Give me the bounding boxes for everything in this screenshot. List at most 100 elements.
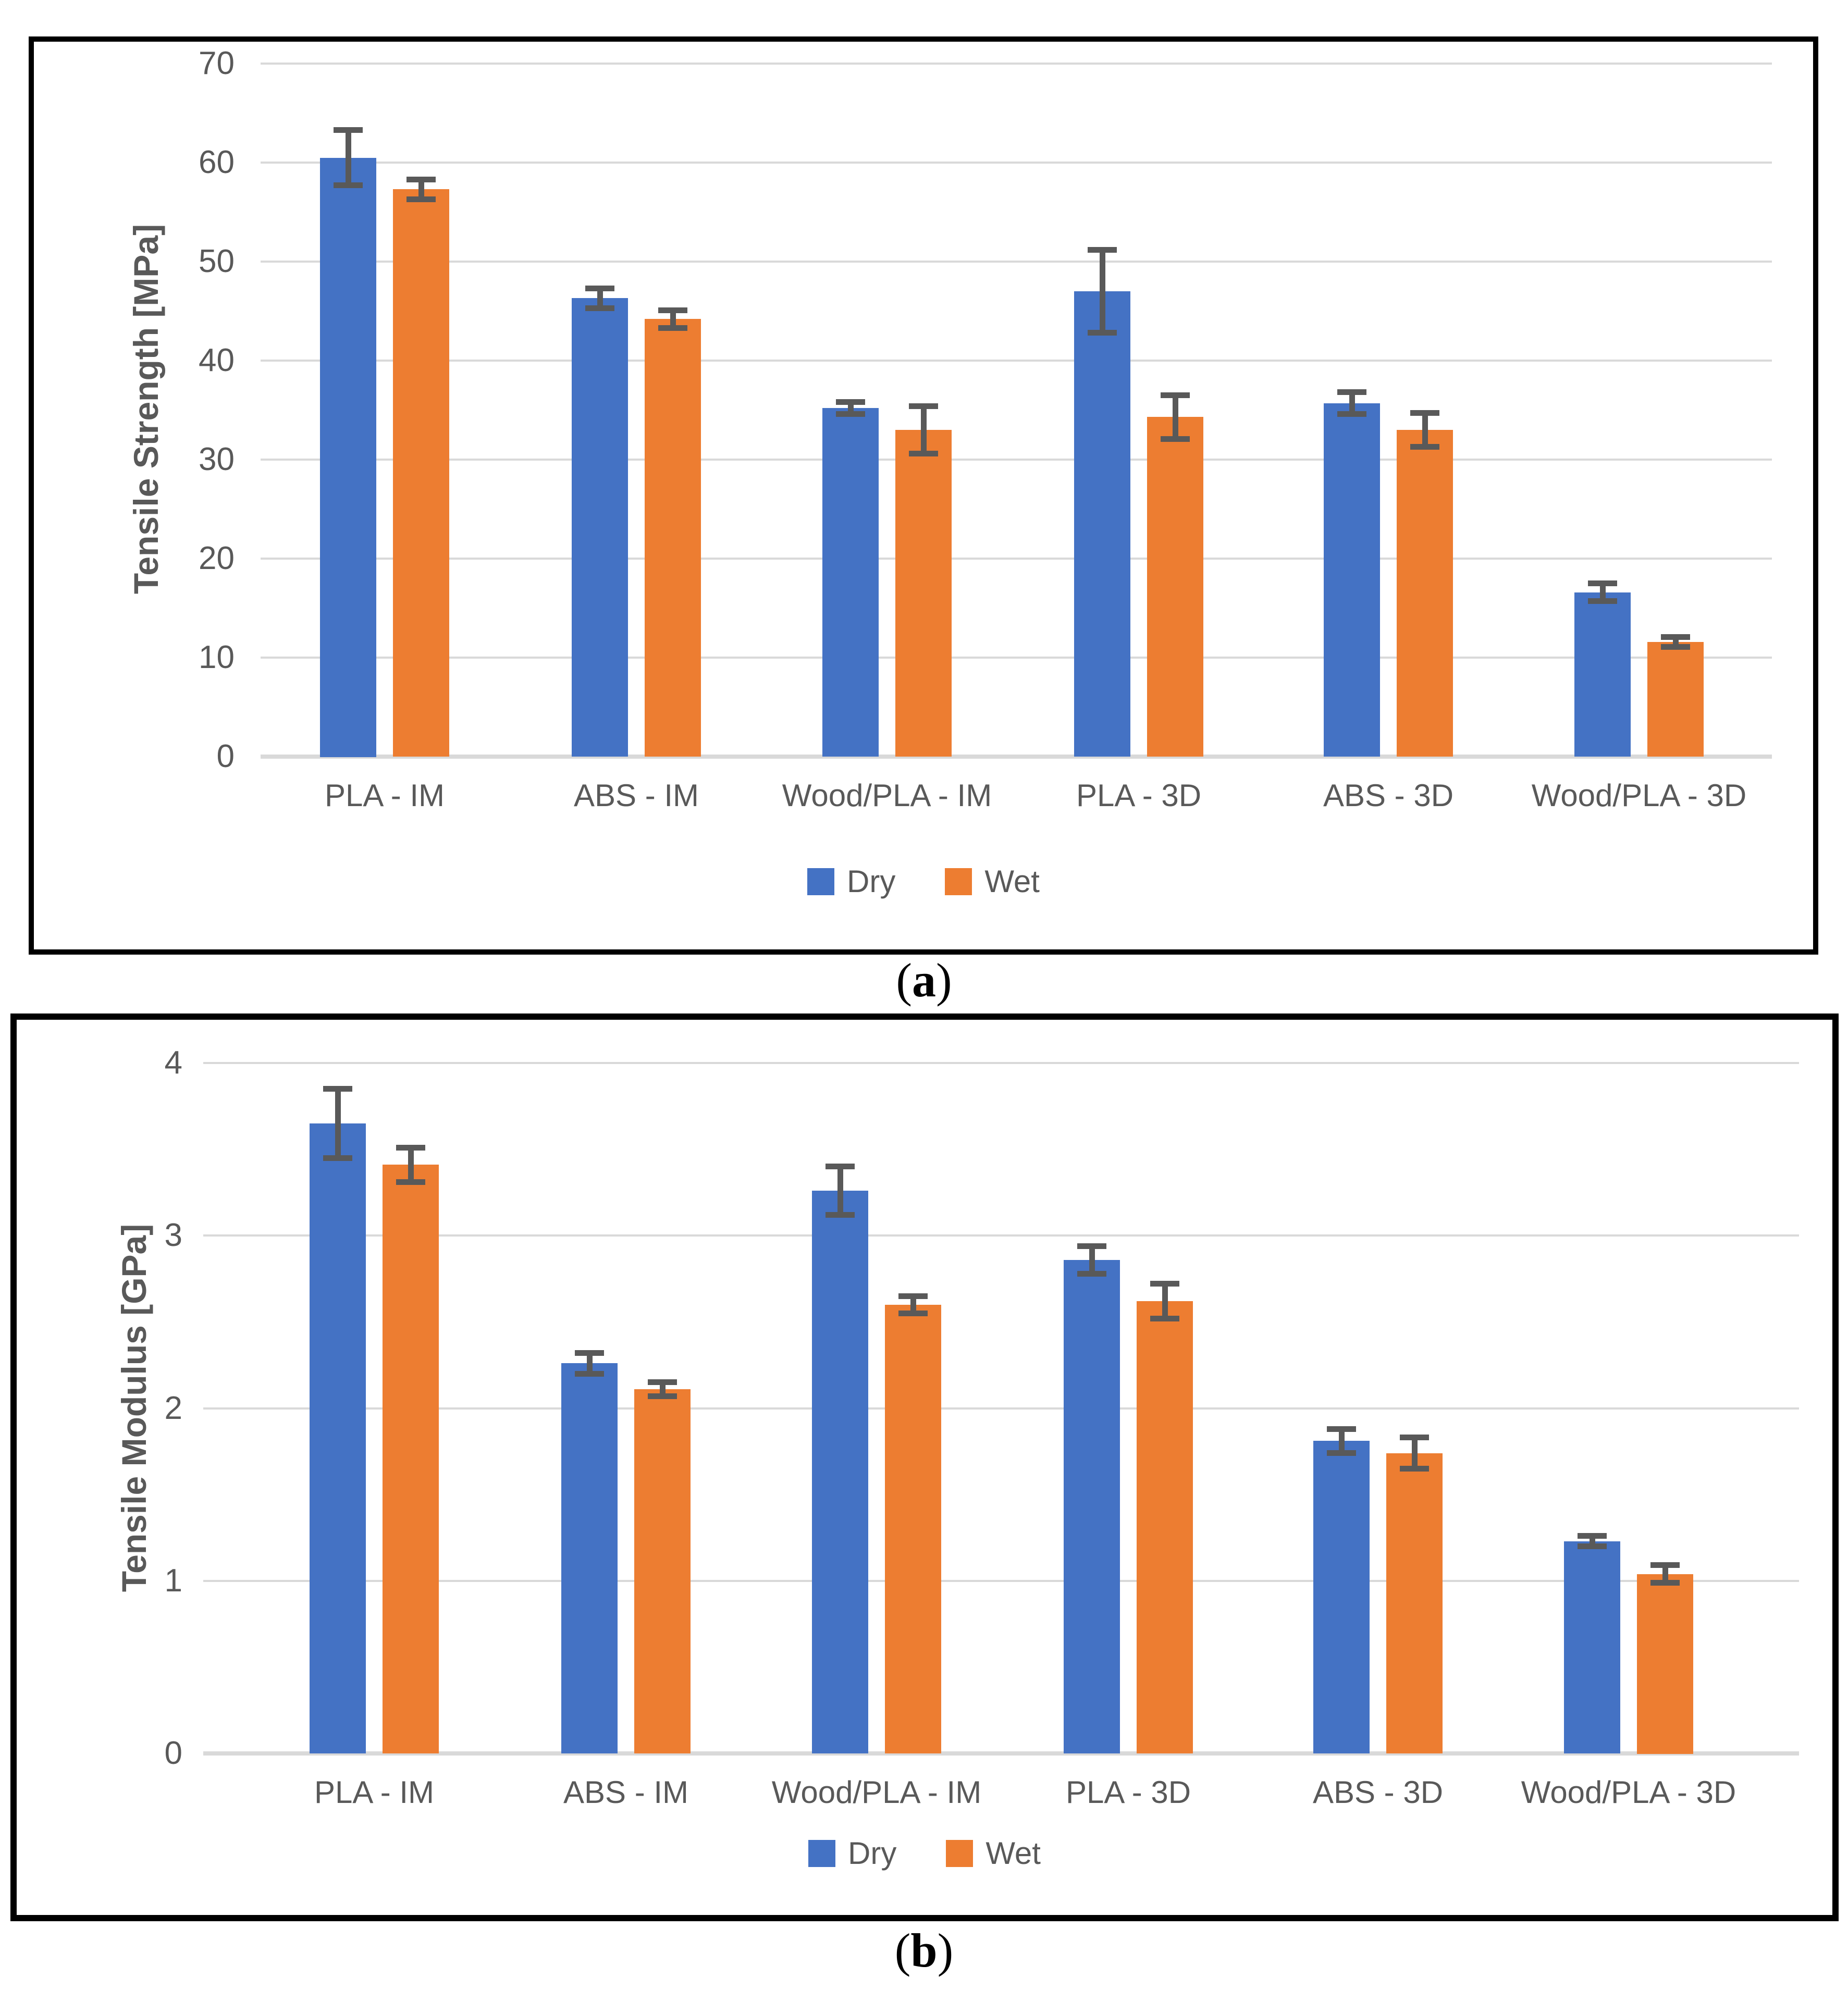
error-bar-dry-4 <box>1339 1429 1345 1453</box>
caption-b: (b) <box>0 1923 1848 1978</box>
gridline-20 <box>261 558 1772 560</box>
error-cap-bottom-wet-4 <box>1400 1466 1429 1472</box>
error-bar-dry-3 <box>1100 250 1105 333</box>
gridline-1 <box>203 1580 1799 1582</box>
error-cap-bottom-wet-3 <box>1161 436 1190 442</box>
legend-b: Dry Wet <box>17 1837 1832 1870</box>
legend-label-dry: Dry <box>847 864 896 899</box>
bar-dry-4 <box>1324 403 1380 757</box>
caption-a-letter: a <box>912 954 936 1007</box>
dry-legend-swatch <box>808 1840 836 1867</box>
y-tick-label-40: 40 <box>199 342 235 378</box>
error-cap-bottom-wet-2 <box>909 451 938 456</box>
bar-wet-2 <box>885 1305 941 1753</box>
bar-wet-3 <box>1137 1301 1193 1753</box>
error-cap-bottom-dry-1 <box>585 305 614 311</box>
y-tick-label-30: 30 <box>199 441 235 477</box>
category-label-5: Wood/PLA - 3D <box>1531 778 1747 813</box>
error-bar-dry-3 <box>1089 1246 1095 1274</box>
error-bar-wet-5 <box>1673 637 1679 647</box>
category-label-4: ABS - 3D <box>1312 1775 1444 1810</box>
error-cap-bottom-wet-2 <box>898 1311 928 1316</box>
error-cap-bottom-dry-1 <box>575 1371 604 1377</box>
caption-a-open: ( <box>896 954 912 1007</box>
y-tick-label-1: 1 <box>164 1563 182 1599</box>
bar-wet-0 <box>383 1165 439 1753</box>
error-cap-top-dry-0 <box>323 1086 352 1092</box>
category-label-3: PLA - 3D <box>1065 1775 1191 1810</box>
bar-dry-3 <box>1074 291 1130 757</box>
wet-legend-swatch <box>946 1840 974 1867</box>
error-cap-top-dry-3 <box>1088 247 1117 253</box>
gridline-40 <box>261 360 1772 362</box>
error-bar-dry-1 <box>597 288 603 308</box>
wet-legend-swatch <box>945 868 972 895</box>
gridline-3 <box>203 1234 1799 1237</box>
y-tick-label-4: 4 <box>164 1045 182 1081</box>
error-cap-bottom-wet-1 <box>648 1393 677 1399</box>
error-cap-top-wet-5 <box>1661 634 1690 640</box>
error-bar-dry-1 <box>587 1353 593 1374</box>
gridline-70 <box>261 63 1772 65</box>
error-cap-top-wet-5 <box>1650 1562 1680 1568</box>
y-tick-label-2: 2 <box>164 1390 182 1426</box>
error-bar-wet-4 <box>1412 1438 1418 1469</box>
chart-a-box: Tensile Strength [MPa] 0 10 20 30 40 50 60 70 PL… <box>29 36 1818 955</box>
error-cap-bottom-dry-4 <box>1327 1450 1356 1456</box>
error-cap-bottom-wet-3 <box>1150 1316 1179 1321</box>
y-tick-label-3: 3 <box>164 1217 182 1253</box>
error-bar-dry-5 <box>1590 1536 1595 1547</box>
error-bar-wet-3 <box>1173 395 1178 439</box>
plot-area-tensile-modulus: 0 1 2 3 4 PLA - IM ABS - IM Wood/PLA - IM PLA - … <box>17 1020 1832 1915</box>
error-cap-top-wet-3 <box>1150 1281 1179 1287</box>
caption-a-close: ) <box>936 954 952 1007</box>
bar-dry-1 <box>572 298 628 757</box>
category-label-0: PLA - IM <box>314 1775 435 1810</box>
error-cap-top-wet-4 <box>1410 410 1439 416</box>
category-label-2: Wood/PLA - IM <box>771 1775 982 1810</box>
error-cap-top-wet-2 <box>898 1293 928 1299</box>
category-label-1: ABS - IM <box>573 778 699 813</box>
error-cap-top-wet-0 <box>406 177 436 182</box>
bar-dry-0 <box>320 158 376 757</box>
bar-dry-5 <box>1564 1541 1620 1753</box>
error-cap-top-wet-1 <box>658 307 687 313</box>
bar-dry-3 <box>1064 1260 1120 1753</box>
error-bar-dry-2 <box>848 402 854 414</box>
error-cap-bottom-wet-5 <box>1650 1580 1680 1586</box>
error-bar-wet-5 <box>1662 1565 1668 1583</box>
legend-item-dry: Dry <box>808 1837 896 1870</box>
bar-wet-0 <box>393 189 449 757</box>
bar-wet-1 <box>634 1389 691 1753</box>
dry-legend-swatch <box>807 868 835 895</box>
y-tick-label-50: 50 <box>199 243 235 279</box>
bar-wet-1 <box>645 319 701 757</box>
caption-b-open: ( <box>894 1924 911 1977</box>
category-label-1: ABS - IM <box>563 1775 689 1810</box>
error-cap-bottom-dry-2 <box>826 1212 855 1218</box>
error-cap-top-wet-0 <box>396 1145 425 1151</box>
gridline-50 <box>261 261 1772 263</box>
error-cap-top-wet-4 <box>1400 1435 1429 1440</box>
bar-wet-3 <box>1147 417 1203 757</box>
gridline-4 <box>203 1062 1799 1064</box>
error-bar-wet-1 <box>670 310 676 328</box>
legend-label-wet: Wet <box>984 864 1040 899</box>
error-bar-dry-2 <box>837 1167 843 1215</box>
error-bar-wet-0 <box>418 179 424 199</box>
error-cap-top-wet-3 <box>1161 392 1190 398</box>
bar-dry-2 <box>822 408 879 757</box>
bar-wet-5 <box>1637 1574 1693 1754</box>
error-bar-wet-4 <box>1422 413 1428 447</box>
bar-wet-4 <box>1386 1453 1443 1753</box>
legend-label-wet: Wet <box>985 1836 1041 1871</box>
bar-dry-2 <box>812 1191 868 1753</box>
gridline-0 <box>261 755 1772 759</box>
category-label-4: ABS - 3D <box>1323 778 1454 813</box>
y-tick-label-0: 0 <box>164 1735 182 1771</box>
bar-wet-2 <box>895 430 952 757</box>
error-cap-bottom-dry-5 <box>1588 598 1617 604</box>
legend-item-dry: Dry <box>807 865 895 898</box>
error-cap-top-dry-1 <box>575 1350 604 1356</box>
